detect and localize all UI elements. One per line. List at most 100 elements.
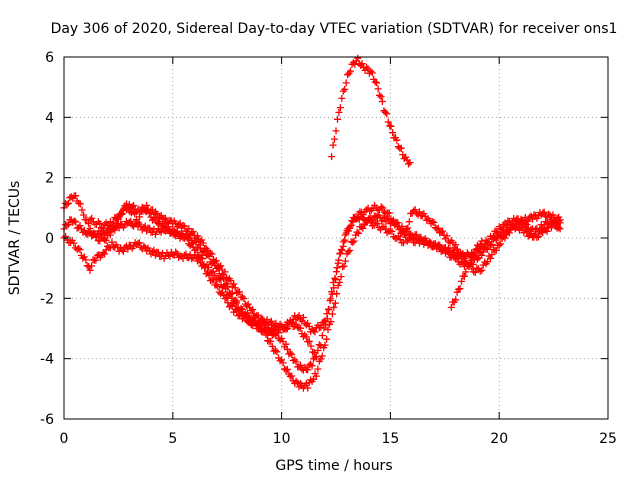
data-point — [282, 340, 290, 348]
data-point — [342, 229, 350, 237]
data-point — [99, 224, 107, 232]
data-point — [501, 234, 509, 242]
data-point — [92, 256, 100, 264]
data-point — [96, 220, 104, 227]
data-point — [120, 247, 127, 255]
data-point — [117, 211, 125, 219]
data-point — [460, 253, 468, 261]
data-point — [338, 94, 346, 102]
x-tick-label: 25 — [599, 431, 617, 447]
data-point — [233, 299, 240, 307]
data-point — [172, 248, 180, 256]
data-point — [476, 267, 484, 275]
data-point — [353, 228, 361, 236]
data-point — [415, 208, 423, 216]
data-point — [433, 225, 441, 233]
data-point — [377, 93, 385, 101]
data-point — [183, 234, 191, 242]
data-point — [75, 245, 82, 252]
data-point — [411, 206, 419, 214]
data-point — [324, 326, 332, 334]
data-point — [244, 300, 252, 308]
data-point — [479, 244, 487, 252]
data-point — [556, 216, 564, 224]
data-point — [321, 317, 329, 325]
y-tick-label: 4 — [45, 110, 54, 126]
data-point — [336, 278, 344, 286]
data-point — [63, 200, 71, 208]
data-point — [434, 224, 442, 232]
data-point — [226, 290, 234, 298]
x-tick-label: 0 — [60, 431, 69, 447]
data-point — [128, 209, 135, 217]
data-point — [337, 273, 345, 281]
data-point — [221, 295, 229, 303]
data-point — [208, 250, 216, 258]
data-point — [397, 144, 405, 152]
data-point — [182, 250, 190, 258]
data-point — [92, 233, 100, 241]
data-point — [350, 237, 358, 245]
data-point — [271, 347, 279, 354]
data-point — [273, 348, 281, 356]
data-point — [377, 203, 385, 211]
data-point — [307, 342, 315, 350]
data-point — [342, 79, 350, 87]
data-point — [108, 221, 116, 229]
data-point — [530, 230, 538, 238]
data-point — [458, 277, 465, 285]
data-point — [329, 141, 337, 149]
x-tick-label: 5 — [168, 431, 177, 447]
data-point — [292, 377, 300, 385]
data-point — [331, 274, 339, 282]
data-point — [260, 319, 268, 327]
data-point — [237, 309, 245, 317]
data-point — [344, 71, 352, 79]
data-point — [72, 218, 80, 226]
data-point — [114, 215, 122, 223]
data-point — [331, 135, 338, 143]
data-point — [476, 240, 484, 248]
data-point — [489, 232, 497, 240]
data-point — [297, 361, 304, 369]
data-point — [118, 210, 126, 218]
data-point — [153, 210, 161, 218]
data-point — [134, 218, 142, 226]
data-point — [85, 220, 92, 228]
data-point — [64, 199, 72, 207]
data-point — [358, 60, 366, 68]
data-point — [302, 333, 310, 341]
data-point — [124, 245, 132, 253]
data-point — [283, 345, 291, 353]
data-point — [453, 245, 461, 253]
data-point — [332, 127, 340, 135]
data-point — [401, 230, 409, 238]
data-point — [257, 314, 265, 322]
data-point — [127, 217, 135, 225]
data-point — [334, 115, 341, 123]
chart-title: Day 306 of 2020, Sidereal Day-to-day VTE… — [51, 21, 618, 37]
data-point — [378, 98, 386, 105]
data-point — [494, 229, 502, 237]
data-point — [330, 303, 338, 311]
data-point — [545, 210, 552, 218]
data-point — [323, 310, 331, 318]
data-point — [278, 335, 286, 342]
data-point — [140, 242, 148, 250]
data-point — [304, 366, 312, 374]
data-point — [166, 216, 174, 224]
data-point — [130, 202, 138, 209]
data-point — [367, 217, 375, 225]
data-point — [292, 358, 300, 366]
data-point — [487, 254, 494, 262]
data-point — [268, 342, 276, 350]
data-point — [450, 244, 458, 252]
data-point — [447, 303, 455, 311]
data-point — [351, 214, 358, 221]
data-point — [498, 225, 506, 233]
data-point — [471, 252, 478, 259]
data-point — [395, 232, 403, 240]
data-point — [111, 224, 119, 232]
data-point — [392, 218, 400, 226]
y-tick-label: -6 — [40, 412, 54, 428]
